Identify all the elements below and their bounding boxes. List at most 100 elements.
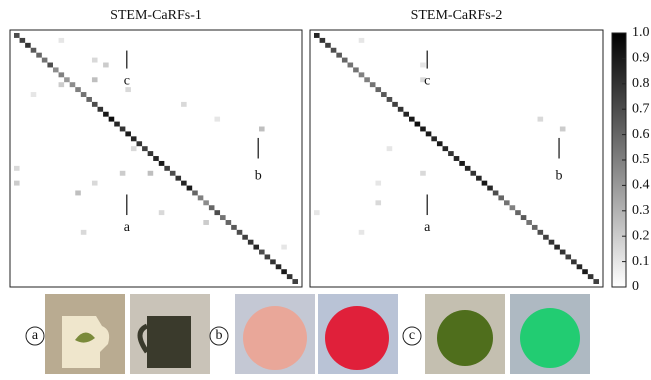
cell bbox=[214, 117, 220, 122]
page: STEM-CaRFs-1cbaSTEM-CaRFs-2cba1.00.90.80… bbox=[0, 0, 651, 380]
diagonal-cell bbox=[70, 82, 76, 87]
diagonal-cell bbox=[292, 279, 298, 284]
diagonal-cell bbox=[532, 225, 538, 230]
diagonal-cell bbox=[320, 38, 326, 43]
example-label: c bbox=[409, 328, 415, 343]
colorbar-label: 1.0 bbox=[632, 25, 650, 40]
diagonal-cell bbox=[470, 171, 476, 176]
diagonal-cell bbox=[187, 186, 193, 191]
diagonal-cell bbox=[209, 205, 215, 210]
annotation: c bbox=[124, 74, 130, 89]
diagonal-cell bbox=[504, 200, 510, 205]
diagonal-cell bbox=[114, 122, 120, 127]
diagonal-cell bbox=[465, 166, 471, 171]
colorbar-label: 0.8 bbox=[632, 76, 650, 91]
diagonal-cell bbox=[409, 117, 415, 122]
diagonal-cell bbox=[381, 92, 387, 97]
cell bbox=[181, 102, 187, 107]
diagonal-cell bbox=[431, 136, 437, 141]
diagonal-cell bbox=[14, 33, 20, 38]
diagonal-cell bbox=[459, 161, 465, 166]
diagonal-cell bbox=[20, 38, 26, 43]
diagonal-cell bbox=[248, 240, 254, 245]
diagonal-cell bbox=[392, 102, 398, 107]
example-label: b bbox=[216, 328, 223, 343]
diagonal-cell bbox=[220, 215, 226, 220]
colorbar-label: 0 bbox=[632, 279, 639, 294]
diagonal-cell bbox=[53, 67, 59, 72]
diagonal-cell bbox=[560, 250, 566, 255]
cell bbox=[375, 200, 381, 205]
diagonal-cell bbox=[415, 122, 421, 127]
annotation: a bbox=[124, 220, 131, 235]
diagonal-cell bbox=[98, 107, 104, 112]
diagonal-cell bbox=[31, 48, 37, 53]
cell bbox=[103, 63, 109, 68]
apple bbox=[243, 306, 307, 370]
diagonal-cell bbox=[203, 200, 209, 205]
diagonal-cell bbox=[64, 77, 70, 82]
diagonal-cell bbox=[510, 205, 516, 210]
diagonal-cell bbox=[276, 264, 282, 269]
diagonal-cell bbox=[253, 245, 259, 250]
diagonal-cell bbox=[120, 127, 126, 132]
diagonal-cell bbox=[476, 176, 482, 181]
diagonal-cell bbox=[198, 195, 204, 200]
diagonal-cell bbox=[549, 240, 555, 245]
diagonal-cell bbox=[375, 87, 381, 92]
diagonal-cell bbox=[265, 254, 271, 259]
diagonal-cell bbox=[175, 176, 181, 181]
diagonal-cell bbox=[403, 112, 409, 117]
diagonal-cell bbox=[526, 220, 532, 225]
annotation: b bbox=[255, 169, 262, 184]
cell bbox=[31, 92, 37, 97]
diagonal-cell bbox=[543, 235, 549, 240]
diagonal-cell bbox=[588, 274, 594, 279]
diagonal-cell bbox=[487, 186, 493, 191]
diagonal-cell bbox=[92, 102, 98, 107]
cell bbox=[375, 181, 381, 186]
diagonal-cell bbox=[287, 274, 293, 279]
diagonal-cell bbox=[109, 117, 115, 122]
cell bbox=[203, 220, 209, 225]
colorbar-label: 0.1 bbox=[632, 254, 650, 269]
diagonal-cell bbox=[554, 245, 560, 250]
diagonal-cell bbox=[159, 161, 165, 166]
cell bbox=[420, 171, 426, 176]
diagonal-cell bbox=[448, 151, 454, 156]
cell bbox=[59, 82, 65, 87]
diagonal-cell bbox=[192, 190, 198, 195]
diagonal-cell bbox=[521, 215, 527, 220]
diagonal-cell bbox=[593, 279, 599, 284]
diagonal-cell bbox=[86, 97, 92, 102]
mug bbox=[147, 316, 191, 368]
diagonal-cell bbox=[325, 43, 331, 48]
colorbar-label: 0.7 bbox=[632, 101, 650, 116]
diagonal-cell bbox=[25, 43, 31, 48]
diagonal-cell bbox=[565, 254, 571, 259]
diagonal-cell bbox=[359, 72, 365, 77]
annotation: a bbox=[424, 220, 431, 235]
cell bbox=[387, 146, 393, 151]
cell bbox=[560, 127, 566, 132]
diagonal-cell bbox=[81, 92, 87, 97]
diagonal-cell bbox=[231, 225, 237, 230]
figure: STEM-CaRFs-1cbaSTEM-CaRFs-2cba1.00.90.80… bbox=[0, 0, 651, 380]
diagonal-cell bbox=[103, 112, 109, 117]
cell bbox=[92, 58, 98, 63]
diagonal-cell bbox=[237, 230, 243, 235]
diagonal-cell bbox=[181, 181, 187, 186]
cell bbox=[92, 181, 98, 186]
photos bbox=[45, 294, 590, 374]
diagonal-cell bbox=[454, 156, 460, 161]
chart-title: STEM-CaRFs-1 bbox=[110, 8, 202, 23]
diagonal-cell bbox=[437, 141, 443, 146]
annotation: b bbox=[556, 169, 563, 184]
diagonal-cell bbox=[331, 48, 337, 53]
diagonal-cell bbox=[170, 171, 176, 176]
diagonal-cell bbox=[42, 58, 48, 63]
diagonal-cell bbox=[259, 250, 265, 255]
cell bbox=[75, 190, 81, 195]
diagonal-cell bbox=[515, 210, 521, 215]
chart-title: STEM-CaRFs-2 bbox=[411, 8, 503, 23]
